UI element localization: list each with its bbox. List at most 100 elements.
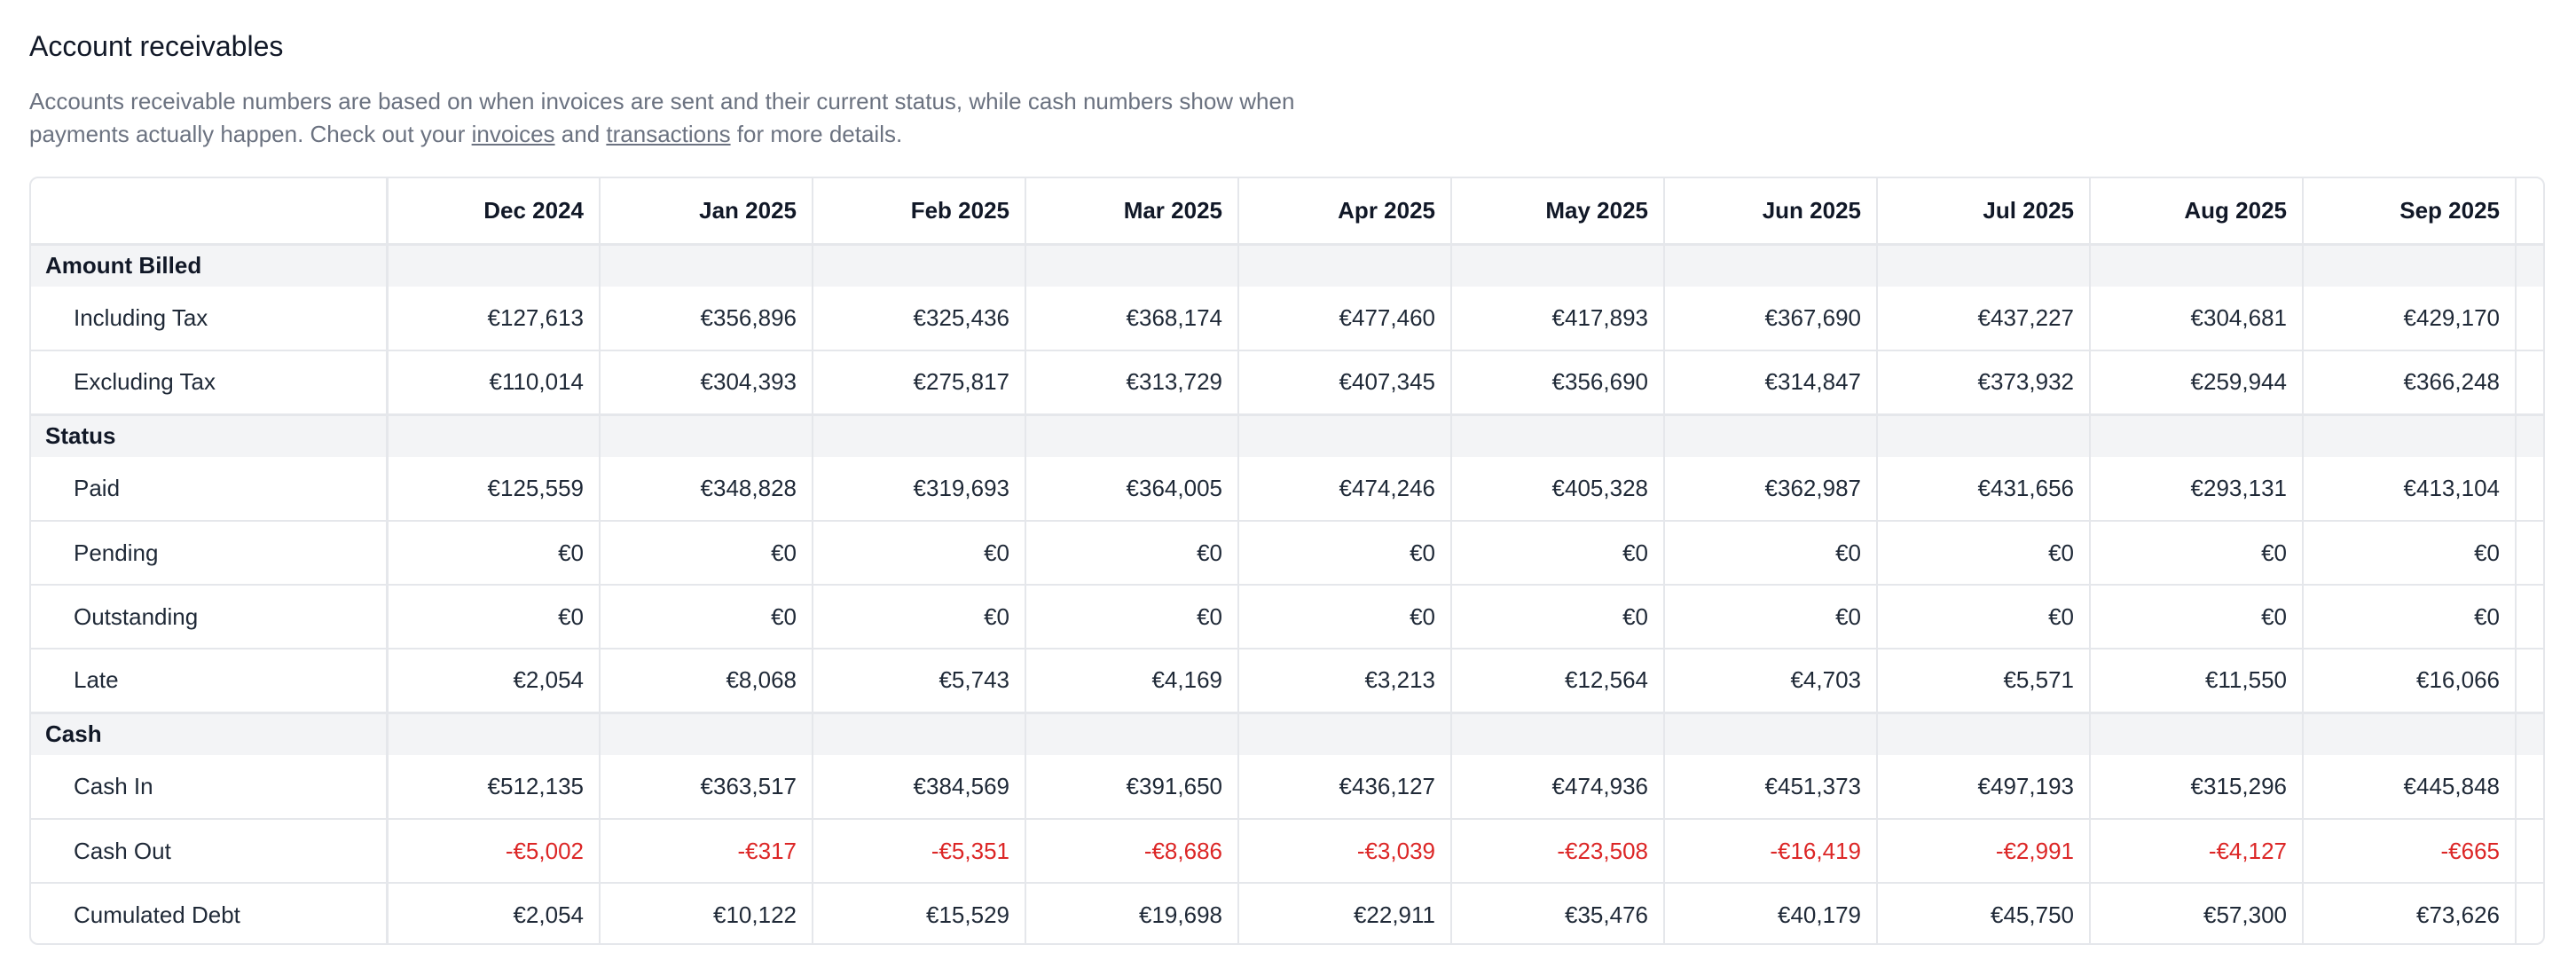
section-empty-cell <box>1451 712 1665 755</box>
table-row: Late €2,054 €8,068 €5,743 €4,169 €3,213 €12,56… <box>31 649 2543 714</box>
value-cell: €348,828 <box>600 457 813 522</box>
row-gap-cell <box>2516 755 2543 820</box>
value-cell: €0 <box>1451 585 1665 649</box>
row-label: Cash In <box>31 755 389 820</box>
month-header: Feb 2025 <box>813 178 1026 246</box>
section-empty-cell <box>1238 712 1452 755</box>
value-cell: €12,564 <box>1451 649 1665 714</box>
description-text-2: for more details. <box>730 121 903 147</box>
value-cell: €127,613 <box>387 287 601 351</box>
table-body: Amount Billed Including Tax €127,613 €356,8… <box>31 244 2543 943</box>
value-cell: €0 <box>1877 585 2091 649</box>
value-cell: €319,693 <box>813 457 1026 522</box>
section-empty-cell <box>813 414 1026 457</box>
section-row: Amount Billed <box>31 244 2543 287</box>
month-header: May 2025 <box>1451 178 1665 246</box>
value-cell: -€5,351 <box>813 819 1026 884</box>
month-header: Mar 2025 <box>1025 178 1239 246</box>
section-empty-cell <box>1664 712 1878 755</box>
row-gap-cell <box>2516 521 2543 586</box>
value-cell: €2,054 <box>387 883 601 943</box>
section-gap-cell <box>2516 414 2543 457</box>
value-cell: €436,127 <box>1238 755 1452 820</box>
section-empty-cell <box>1238 414 1452 457</box>
row-label: Outstanding <box>31 585 389 649</box>
table-row: Pending €0 €0 €0 €0 €0 €0 €0 €0 €0 €0 <box>31 521 2543 586</box>
value-cell: -€317 <box>600 819 813 884</box>
value-cell: €40,179 <box>1664 883 1878 943</box>
receivables-table-container[interactable]: Dec 2024 Jan 2025 Feb 2025 Mar 2025 Apr 2025… <box>29 177 2545 945</box>
row-gap-cell <box>2516 287 2543 351</box>
section-empty-cell <box>1664 414 1878 457</box>
value-cell: €364,005 <box>1025 457 1239 522</box>
value-cell: €0 <box>1664 521 1878 586</box>
value-cell: €293,131 <box>2090 457 2304 522</box>
receivables-table: Dec 2024 Jan 2025 Feb 2025 Mar 2025 Apr 2025… <box>31 178 2543 943</box>
section-empty-cell <box>1877 712 2091 755</box>
value-cell: €11,550 <box>2090 649 2304 714</box>
value-cell: €413,104 <box>2303 457 2517 522</box>
row-label: Paid <box>31 457 389 522</box>
value-cell: €0 <box>1664 585 1878 649</box>
header-gap-cell <box>2516 178 2543 246</box>
value-cell: €22,911 <box>1238 883 1452 943</box>
value-cell: €314,847 <box>1664 350 1878 416</box>
value-cell: €367,690 <box>1664 287 1878 351</box>
value-cell: €497,193 <box>1877 755 2091 820</box>
row-label: Late <box>31 649 389 714</box>
value-cell: €315,296 <box>2090 755 2304 820</box>
month-header: Apr 2025 <box>1238 178 1452 246</box>
section-empty-cell <box>1025 414 1239 457</box>
value-cell: €57,300 <box>2090 883 2304 943</box>
row-gap-cell <box>2516 350 2543 416</box>
row-gap-cell <box>2516 585 2543 649</box>
value-cell: -€665 <box>2303 819 2517 884</box>
month-header: Dec 2024 <box>387 178 601 246</box>
section-empty-cell <box>1451 244 1665 287</box>
value-cell: -€23,508 <box>1451 819 1665 884</box>
value-cell: €356,896 <box>600 287 813 351</box>
table-row: Cumulated Debt €2,054 €10,122 €15,529 €19,69… <box>31 883 2543 943</box>
row-label: Excluding Tax <box>31 350 389 416</box>
section-label: Cash <box>31 712 389 755</box>
value-cell: €19,698 <box>1025 883 1239 943</box>
value-cell: €0 <box>1238 521 1452 586</box>
invoices-link[interactable]: invoices <box>471 121 555 147</box>
value-cell: -€4,127 <box>2090 819 2304 884</box>
page-description: Accounts receivable numbers are based on… <box>29 85 1307 151</box>
value-cell: €391,650 <box>1025 755 1239 820</box>
table-row: Paid €125,559 €348,828 €319,693 €364,005 €474… <box>31 457 2543 522</box>
section-empty-cell <box>600 712 813 755</box>
value-cell: €477,460 <box>1238 287 1452 351</box>
value-cell: €417,893 <box>1451 287 1665 351</box>
page-title: Account receivables <box>29 30 284 62</box>
value-cell: €0 <box>387 585 601 649</box>
value-cell: €3,213 <box>1238 649 1452 714</box>
table-row: Cash In €512,135 €363,517 €384,569 €391,650 €… <box>31 755 2543 820</box>
value-cell: €325,436 <box>813 287 1026 351</box>
value-cell: €10,122 <box>600 883 813 943</box>
section-empty-cell <box>2303 712 2517 755</box>
section-empty-cell <box>2303 414 2517 457</box>
value-cell: €407,345 <box>1238 350 1452 416</box>
transactions-link[interactable]: transactions <box>606 121 731 147</box>
value-cell: €445,848 <box>2303 755 2517 820</box>
description-text-and: and <box>554 121 607 147</box>
section-empty-cell <box>1238 244 1452 287</box>
value-cell: €429,170 <box>2303 287 2517 351</box>
value-cell: €45,750 <box>1877 883 2091 943</box>
value-cell: €431,656 <box>1877 457 2091 522</box>
value-cell: €0 <box>813 521 1026 586</box>
value-cell: -€8,686 <box>1025 819 1239 884</box>
section-empty-cell <box>2090 244 2304 287</box>
value-cell: €0 <box>600 521 813 586</box>
value-cell: €0 <box>1025 521 1239 586</box>
value-cell: €0 <box>387 521 601 586</box>
section-row: Cash <box>31 712 2543 755</box>
value-cell: €474,246 <box>1238 457 1452 522</box>
value-cell: €384,569 <box>813 755 1026 820</box>
section-empty-cell <box>813 244 1026 287</box>
value-cell: €5,571 <box>1877 649 2091 714</box>
section-gap-cell <box>2516 244 2543 287</box>
table-header-row: Dec 2024 Jan 2025 Feb 2025 Mar 2025 Apr 2025… <box>31 178 2543 246</box>
